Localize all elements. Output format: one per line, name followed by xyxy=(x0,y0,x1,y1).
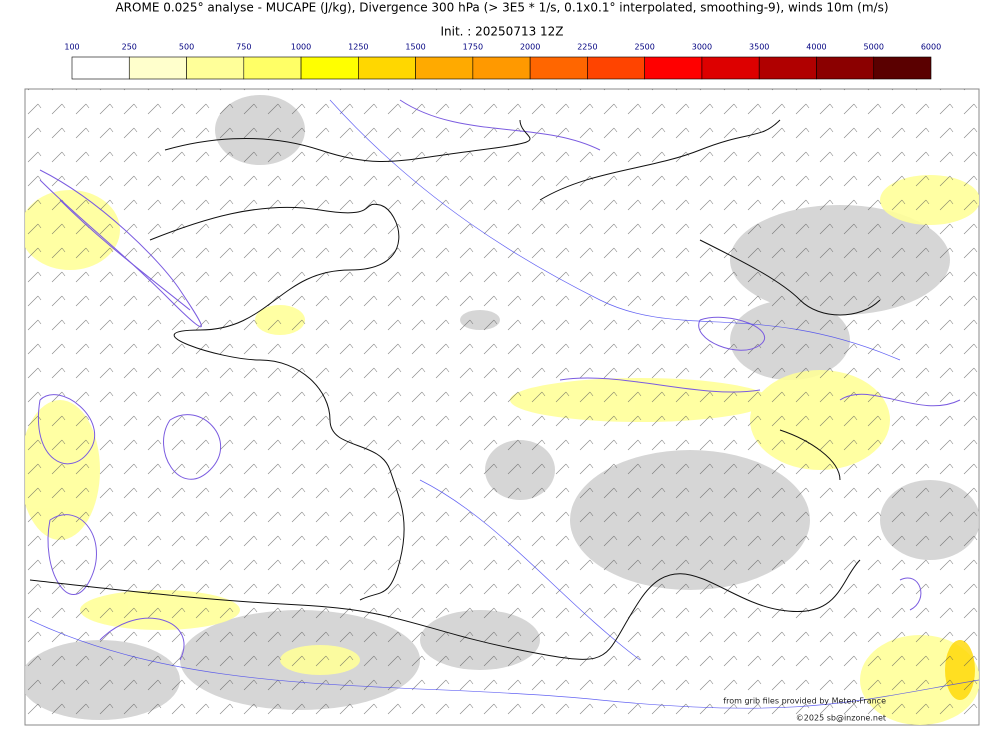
init-time: Init. : 20250713 12Z xyxy=(440,25,563,39)
coastlines xyxy=(29,119,881,660)
colorbar-label: 3000 xyxy=(692,43,712,52)
colorbar-cell xyxy=(186,56,245,80)
colorbar-cell xyxy=(415,56,474,80)
colorbar-label: 2250 xyxy=(577,43,597,52)
colorbar-label: 3500 xyxy=(749,43,769,52)
colorbar-label: 5000 xyxy=(864,43,884,52)
colorbar-cell xyxy=(758,56,817,80)
colorbar-label: 2000 xyxy=(520,43,540,52)
divergence-contours xyxy=(38,99,961,661)
colorbar-cell xyxy=(587,56,645,80)
colorbar-cell xyxy=(472,56,531,80)
contours-light xyxy=(29,99,979,709)
colorbar-label: 250 xyxy=(122,43,137,52)
colorbar-label: 1750 xyxy=(463,43,483,52)
colorbar-label: 1250 xyxy=(348,43,368,52)
colorbar-cell xyxy=(358,56,416,80)
colorbar-label: 4000 xyxy=(806,43,826,52)
colorbar-cell xyxy=(300,56,359,80)
colorbar-cell xyxy=(816,56,875,80)
colorbar-label: 2500 xyxy=(634,43,654,52)
map: from grib files provided by Meteo-France… xyxy=(24,88,980,726)
title: AROME 0.025° analyse - MUCAPE (J/kg), Di… xyxy=(115,1,888,15)
source-credit: from grib files provided by Meteo-France xyxy=(723,697,886,706)
colorbar-label: 750 xyxy=(236,43,251,52)
colorbar: 100 250 500 750 1000 1250 1500 1750 2000 2250 2500… xyxy=(64,43,941,80)
colorbar-cell xyxy=(644,56,703,80)
colorbar-cell xyxy=(128,56,187,80)
colorbar-cell xyxy=(873,56,932,80)
colorbar-cell xyxy=(529,56,588,80)
colorbar-label: 500 xyxy=(179,43,194,52)
colorbar-label: 1000 xyxy=(291,43,311,52)
colorbar-cell xyxy=(71,56,130,80)
colorbar-label: 1500 xyxy=(405,43,425,52)
map-fields xyxy=(25,89,979,725)
colorbar-label: 100 xyxy=(64,43,79,52)
colorbar-cell xyxy=(701,56,760,80)
copyright: ©2025 sb@inzone.net xyxy=(796,714,886,723)
colorbar-label: 6000 xyxy=(921,43,941,52)
wind-barbs xyxy=(25,89,979,725)
colorbar-cell xyxy=(243,56,302,80)
